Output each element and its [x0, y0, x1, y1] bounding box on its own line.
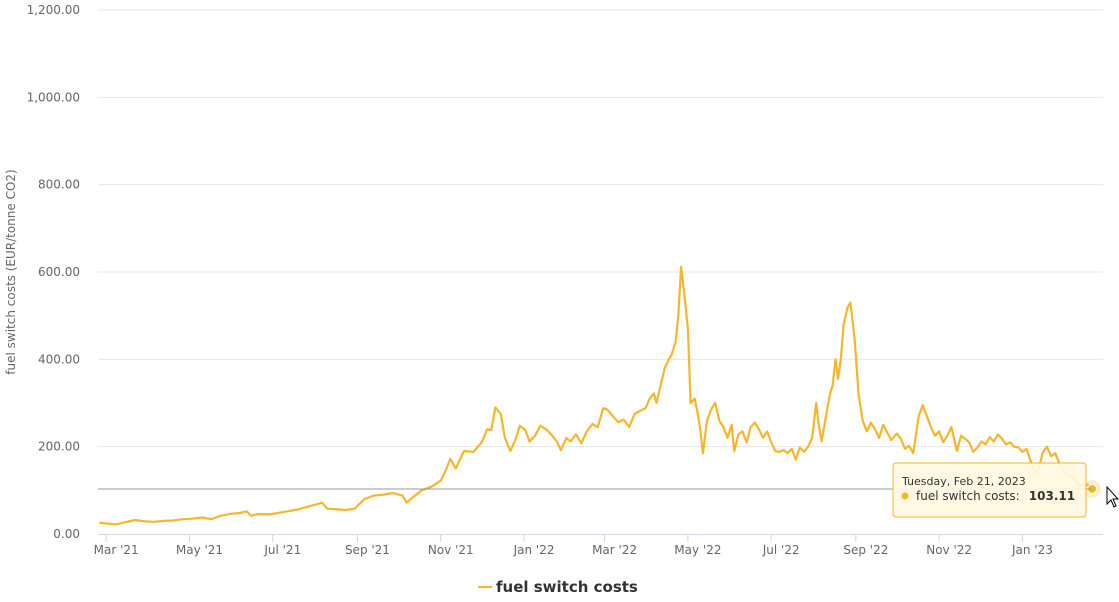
- tooltip-date: Tuesday, Feb 21, 2023: [901, 475, 1026, 488]
- x-tick-label: Sep '22: [843, 543, 888, 557]
- x-tick-label: Nov '22: [926, 543, 972, 557]
- tooltip: Tuesday, Feb 21, 2023 fuel switch costs:…: [892, 462, 1087, 518]
- y-tick-label: 1,000.00: [27, 90, 80, 104]
- y-tick-label: 200.00: [38, 440, 80, 454]
- mouse-cursor-icon: [1106, 485, 1119, 508]
- grid-lines: [98, 9, 1103, 448]
- y-tick-label: 0.00: [53, 527, 80, 541]
- x-tick-label: Jan '23: [1011, 543, 1053, 557]
- y-tick-label: 600.00: [38, 265, 80, 279]
- y-axis-title: fuel switch costs (EUR/tonne CO2): [4, 169, 18, 374]
- legend-item-fuel-switch-costs[interactable]: fuel switch costs: [496, 578, 638, 596]
- x-tick-label: Jul '21: [263, 543, 301, 557]
- x-axis: Mar '21 May '21 Jul '21 Sep '21 Nov '21 Jan '…: [94, 534, 1103, 557]
- x-tick-label: Sep '21: [345, 543, 390, 557]
- y-tick-label: 800.00: [38, 178, 80, 192]
- x-tick-label: Mar '22: [592, 543, 637, 557]
- series-line-fuel-switch-costs: [99, 265, 1093, 526]
- tooltip-line: fuel switch costs: 103.11: [916, 485, 1075, 504]
- x-tick-label: Jan '22: [513, 543, 555, 557]
- y-tick-label: 1,200.00: [27, 3, 80, 17]
- x-tick-label: Jul '22: [762, 543, 800, 557]
- y-axis: 0.00 200.00 400.00 600.00 800.00 1,000.00 1,20…: [27, 3, 80, 541]
- x-tick-label: May '21: [176, 543, 223, 557]
- x-tick-label: May '22: [674, 543, 721, 557]
- x-tick-label: Nov '21: [428, 543, 474, 557]
- y-tick-label: 400.00: [38, 352, 80, 366]
- tooltip-box: [892, 462, 1087, 518]
- tooltip-series-label: fuel switch costs:: [916, 489, 1020, 503]
- legend[interactable]: fuel switch costs: [478, 578, 638, 596]
- tooltip-value: 103.11: [1029, 489, 1075, 503]
- tooltip-series-marker-icon: [901, 492, 909, 500]
- x-tick-label: Mar '21: [94, 543, 139, 557]
